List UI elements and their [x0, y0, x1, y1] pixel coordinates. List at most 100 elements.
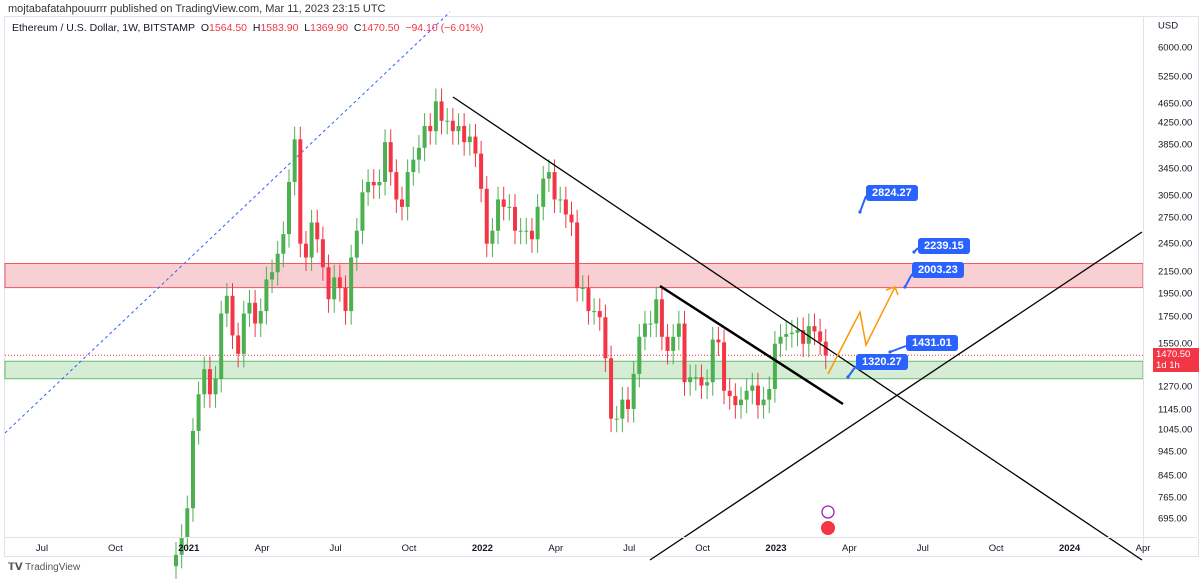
- candle-body: [676, 323, 681, 337]
- price-label[interactable]: 1431.01: [906, 335, 958, 351]
- candle-body: [552, 172, 557, 200]
- time-axis-border: [4, 537, 1197, 538]
- candle-body: [484, 188, 489, 244]
- price-label[interactable]: 2239.15: [918, 238, 970, 254]
- label-pointer: [889, 345, 907, 353]
- time-tick: Jul: [623, 543, 636, 554]
- candle-body: [688, 377, 693, 383]
- price-tick: 695.00: [1158, 513, 1188, 525]
- candle-body: [270, 272, 275, 280]
- candle-body: [462, 125, 467, 143]
- price-tick: 1145.00: [1158, 404, 1192, 416]
- projection-path: [827, 286, 896, 375]
- candle-body: [501, 199, 506, 207]
- candle-body: [586, 288, 591, 312]
- candle-body: [224, 295, 229, 314]
- currency-label: USD: [1158, 20, 1179, 32]
- candle-body: [303, 243, 308, 258]
- candle-body: [450, 120, 455, 132]
- candle-body: [190, 430, 195, 509]
- candle-body: [705, 382, 710, 386]
- candle-body: [767, 389, 772, 400]
- price-tick: 1270.00: [1158, 381, 1193, 393]
- tradingview-logo: 𝗧𝗩 TradingView: [8, 562, 81, 573]
- price-tick: 3450.00: [1158, 163, 1193, 175]
- candle-body: [354, 230, 359, 258]
- candle-body: [812, 326, 817, 332]
- candle-body: [575, 222, 580, 289]
- low-label: L: [304, 22, 311, 34]
- candle-body: [247, 302, 252, 314]
- candle-body: [558, 199, 563, 201]
- candle-body: [518, 230, 523, 232]
- candle-body: [569, 214, 574, 223]
- candle-body: [580, 288, 585, 290]
- time-tick: 2022: [471, 543, 493, 554]
- candle-body: [196, 394, 201, 431]
- candle-body: [699, 377, 704, 386]
- candle-body: [349, 257, 354, 312]
- price-label[interactable]: 1320.27: [856, 354, 908, 370]
- dividend-event-icon: [821, 505, 835, 519]
- candle-body: [230, 295, 235, 336]
- inner-trendline: [659, 284, 844, 406]
- candle-body: [659, 299, 664, 337]
- candle-body: [479, 153, 484, 189]
- time-tick: Apr: [254, 543, 270, 554]
- ohlc-legend: Ethereum / U.S. Dollar, 1W, BITSTAMP O15…: [12, 22, 484, 34]
- candle-body: [433, 101, 438, 132]
- candle-body: [185, 508, 190, 538]
- candle-body: [388, 142, 393, 173]
- candle-body: [258, 311, 263, 324]
- candle-body: [219, 313, 224, 379]
- open-value: 1564.50: [209, 22, 248, 34]
- candle-body: [806, 326, 811, 344]
- candle-body: [281, 234, 286, 254]
- low-value: 1369.90: [310, 22, 349, 34]
- candle-body: [755, 385, 760, 406]
- candle-body: [292, 139, 297, 182]
- price-tick: 5250.00: [1158, 71, 1193, 83]
- candle-body: [626, 399, 630, 409]
- brand-name: TradingView: [25, 562, 81, 573]
- candle-body: [309, 222, 314, 258]
- anchor-point: [888, 350, 892, 354]
- candle-body: [445, 120, 450, 122]
- price-label[interactable]: 2824.27: [866, 185, 918, 201]
- close-label: C: [353, 22, 362, 34]
- ascending-trendline: [649, 231, 1143, 561]
- candle-body: [320, 239, 325, 268]
- candle-body: [693, 377, 698, 379]
- candle-body: [733, 396, 738, 406]
- high-label: H: [252, 22, 261, 34]
- high-value: 1583.90: [260, 22, 299, 34]
- candle-body: [592, 311, 597, 313]
- anchor-point: [903, 285, 907, 289]
- candle-body: [818, 331, 823, 342]
- candle-body: [710, 339, 715, 383]
- candle-body: [727, 390, 732, 397]
- candle-body: [597, 311, 602, 318]
- price-tick: 2150.00: [1158, 266, 1193, 278]
- price-tick: 845.00: [1158, 470, 1188, 482]
- price-tick: 2750.00: [1158, 212, 1193, 224]
- candle-body: [795, 330, 800, 333]
- last-price: 1470.50: [1156, 349, 1191, 360]
- price-tick: 765.00: [1158, 492, 1188, 504]
- candle-body: [507, 206, 512, 208]
- symbol-title: Ethereum / U.S. Dollar, 1W, BITSTAMP: [12, 22, 196, 34]
- candle-body: [778, 336, 783, 344]
- candle-body: [496, 199, 501, 231]
- price-label[interactable]: 2003.23: [912, 262, 964, 278]
- time-tick: 2021: [178, 543, 200, 554]
- time-tick: Oct: [695, 543, 710, 554]
- candle-body: [541, 178, 546, 207]
- candle-body: [326, 267, 331, 300]
- candle-body: [490, 230, 495, 244]
- candle-body: [739, 399, 743, 406]
- candle-body: [337, 277, 342, 289]
- candle-body: [784, 334, 789, 337]
- candle-body: [772, 343, 777, 390]
- candle-body: [264, 279, 269, 312]
